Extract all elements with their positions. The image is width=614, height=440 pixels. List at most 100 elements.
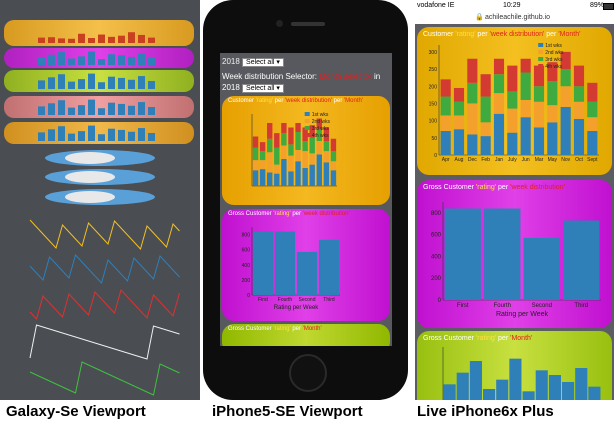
- stacked-bar-segment: [520, 72, 531, 100]
- legend-swatch: [304, 112, 310, 116]
- stacked-bar-segment: [533, 127, 545, 155]
- title-part: per: [544, 31, 559, 38]
- stacked-bar-segment: [281, 133, 287, 146]
- galaxy-mini-pie-slice: [65, 152, 115, 164]
- galaxy-mini-bar: [98, 59, 105, 65]
- x-tick-label: Jan: [495, 157, 503, 163]
- galaxy-mini-bar: [138, 76, 145, 89]
- stacked-bar-segment: [587, 82, 598, 102]
- stacked-bar-segment: [330, 138, 337, 152]
- galaxy-mini-bar: [148, 107, 155, 115]
- bar: [443, 384, 456, 400]
- x-axis-label: Rating per Week: [496, 311, 549, 318]
- title-part: 'week distribution': [285, 98, 332, 104]
- bar: [535, 370, 548, 400]
- title-part: Gross Customer: [228, 211, 274, 217]
- stacked-bar-segment: [547, 62, 558, 82]
- x-tick-label: Third: [323, 297, 335, 303]
- y-tick-label: 600: [431, 233, 442, 239]
- stacked-bar-segment: [259, 142, 266, 152]
- stacked-bar-segment: [453, 101, 465, 116]
- galaxy-mini-bar: [88, 73, 95, 89]
- select-all-dropdown-2[interactable]: Select all ▾: [242, 84, 284, 93]
- stacked-bar-segment: [274, 133, 280, 148]
- bar: [483, 389, 496, 400]
- galaxy-mini-line: [29, 324, 180, 360]
- legend-swatch: [538, 50, 544, 54]
- earpiece-icon: [291, 22, 325, 26]
- live-gross-month-chart: [442, 347, 601, 400]
- legend-swatch: [304, 133, 310, 137]
- url-bar[interactable]: 🔒 achileachile.github.io: [415, 12, 614, 24]
- galaxy-mini-bar: [78, 56, 85, 65]
- stacked-bar-segment: [252, 170, 259, 186]
- galaxy-mini-line: [29, 361, 180, 396]
- stacked-bar-segment: [493, 74, 505, 94]
- galaxy-mini-bar: [88, 125, 95, 141]
- bar: [444, 208, 481, 300]
- galaxy-mini-bar: [38, 57, 45, 65]
- y-tick-label: 600: [242, 248, 251, 254]
- title-part: Customer: [423, 31, 456, 38]
- stacked-bar-segment: [480, 96, 491, 123]
- stacked-bar-segment: [587, 101, 598, 118]
- galaxy-mini-bar: [58, 52, 65, 65]
- stacked-bar-segment: [330, 170, 337, 186]
- galaxy-mini-bar: [108, 76, 115, 89]
- stacked-bar-segment: [295, 161, 301, 186]
- title-part: Gross Customer: [423, 335, 476, 342]
- galaxy-mini-bar: [128, 131, 135, 141]
- galaxy-mini-bar: [118, 77, 125, 89]
- legend-label: 3rd wks: [312, 126, 330, 132]
- galaxy-mini-bar: [58, 38, 65, 43]
- galaxy-mini-bar: [48, 37, 55, 43]
- stacked-bar-segment: [573, 65, 585, 87]
- stacked-bar-segment: [267, 152, 273, 173]
- legend-label: 1st wks: [545, 43, 562, 49]
- stacked-bar-segment: [507, 108, 518, 133]
- y-tick-label: 0: [438, 298, 442, 304]
- bar: [456, 372, 469, 400]
- galaxy-mini-bar: [58, 74, 65, 89]
- title-part: Customer: [228, 98, 256, 104]
- stacked-bar-segment: [507, 91, 518, 109]
- stacked-bar-segment: [295, 132, 301, 150]
- stacked-bar-segment: [467, 134, 478, 155]
- y-tick-label: 400: [431, 254, 442, 260]
- x-tick-label: Fourth: [278, 297, 293, 303]
- title-part: 'rating': [475, 335, 497, 342]
- live-gross-week-chart: 800 600 400 200 0 First Fourth Second Third Ratin…: [431, 202, 601, 318]
- stacked-bar-segment: [274, 147, 280, 165]
- galaxy-mini-bar: [88, 99, 95, 115]
- stacked-bar-segment: [573, 101, 585, 119]
- caption-live: Live iPhone6x Plus: [417, 403, 554, 420]
- y-tick-label: 0: [434, 153, 437, 159]
- galaxy-mini-bar: [58, 126, 65, 141]
- iphone5-screen: 2018 Select all ▾ Week distribution Sele…: [220, 53, 392, 346]
- galaxy-mini-bar: [148, 37, 155, 43]
- title-part: per: [332, 98, 345, 104]
- x-tick-label: Third: [574, 303, 588, 309]
- bar: [548, 375, 561, 400]
- title-part: 'rating': [273, 211, 291, 217]
- galaxy-mini-bar: [108, 36, 115, 43]
- select-all-dropdown[interactable]: Select all ▾: [242, 58, 284, 67]
- galaxy-mini-bar: [138, 128, 145, 141]
- legend-label: 4th wks: [312, 133, 329, 139]
- legend-swatch: [538, 43, 544, 47]
- stacked-bar-segment: [316, 129, 322, 141]
- stacked-bar-segment: [267, 138, 273, 153]
- y-tick-label: 0: [247, 293, 250, 299]
- stacked-bar-segment: [453, 87, 465, 102]
- bar: [562, 382, 575, 400]
- stacked-bar-segment: [302, 141, 308, 152]
- url-text: achileachile.github.io: [485, 14, 550, 21]
- title-part: per: [273, 98, 286, 104]
- x-tick-label: Dec: [468, 157, 477, 163]
- stacked-bar-segment: [316, 154, 322, 186]
- x-tick-label: Oct: [575, 157, 583, 163]
- galaxy-mini-bar: [88, 51, 95, 65]
- home-button[interactable]: [289, 354, 327, 392]
- legend-label: 2nd wks: [545, 50, 564, 56]
